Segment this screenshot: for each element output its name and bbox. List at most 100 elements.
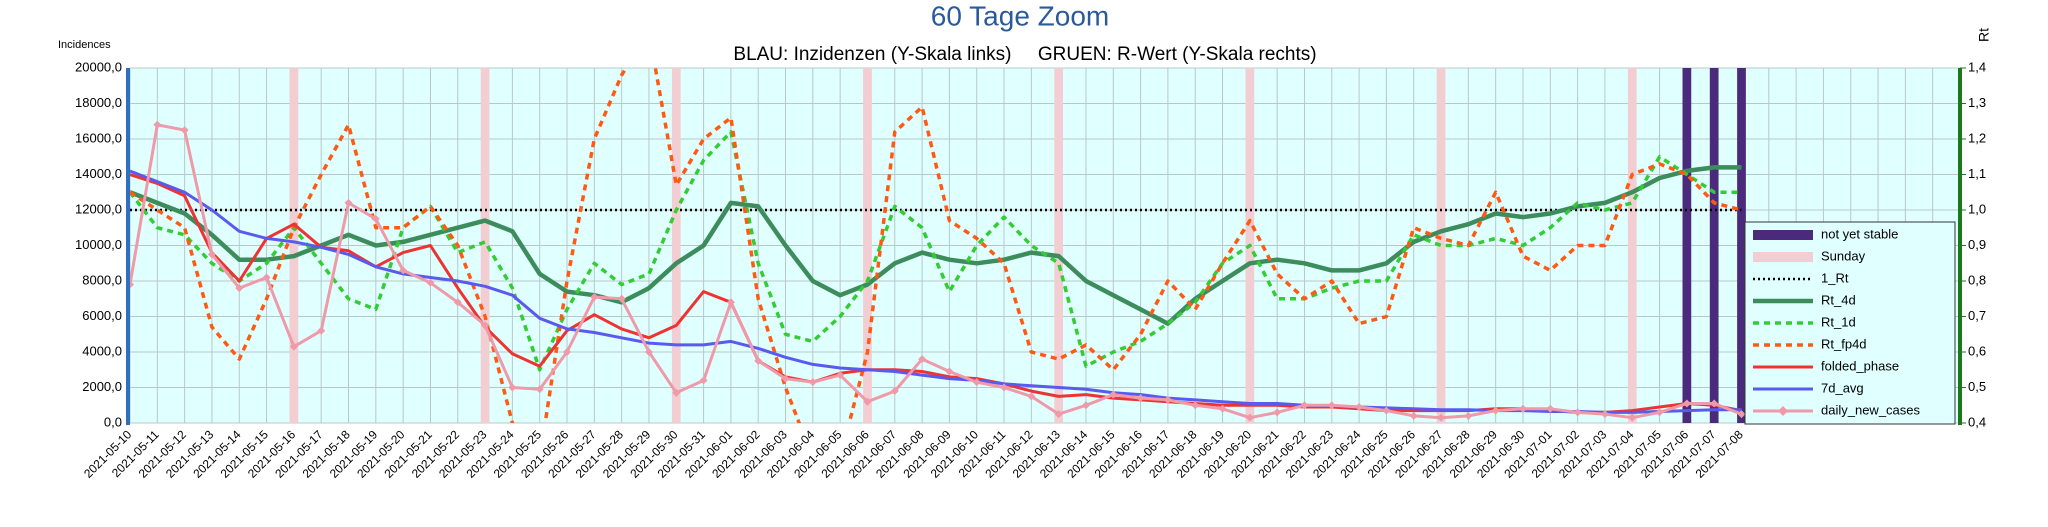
- point-marker: [317, 326, 326, 335]
- series-line: [130, 68, 1742, 423]
- y-tick-label: 10000,0: [75, 237, 122, 252]
- bar: [863, 68, 872, 423]
- point-marker: [1464, 411, 1473, 420]
- series-line: [130, 130, 1742, 372]
- point-marker: [945, 367, 954, 376]
- point-marker: [1710, 399, 1719, 408]
- legend-label: Rt_1d: [1821, 314, 1856, 329]
- legend-swatch: [1753, 252, 1813, 262]
- point-marker: [1737, 410, 1746, 419]
- y2-tick-label: 1,2: [1968, 130, 1986, 145]
- y-tick-label: 8000,0: [82, 272, 122, 287]
- point-marker: [699, 376, 708, 385]
- point-marker: [644, 348, 653, 356]
- point-marker: [426, 278, 435, 287]
- bar: [1054, 68, 1064, 423]
- y2-tick-label: 1,0: [1968, 201, 1986, 216]
- y2-tick-label: 0,6: [1968, 343, 1986, 358]
- chart-title: 60 Tage Zoom: [931, 0, 1110, 31]
- series-layer: [130, 68, 1746, 423]
- point-marker: [1245, 413, 1254, 422]
- point-marker: [1600, 410, 1609, 419]
- point-marker: [863, 397, 872, 406]
- point-marker: [672, 388, 681, 397]
- point-marker: [754, 356, 763, 365]
- point-marker: [918, 355, 927, 364]
- bar: [1627, 68, 1637, 423]
- point-marker: [1136, 394, 1145, 403]
- point-marker: [808, 378, 817, 387]
- y-tick-label: 4000,0: [82, 343, 122, 358]
- point-marker: [1628, 413, 1637, 422]
- point-marker: [1163, 395, 1172, 404]
- y-tick-label: 0,0: [104, 414, 122, 429]
- point-marker: [1109, 390, 1118, 399]
- series-line: [130, 169, 1742, 414]
- point-marker: [617, 294, 626, 303]
- legend-label: 7d_avg: [1821, 380, 1864, 395]
- point-marker: [1546, 404, 1555, 413]
- point-marker: [207, 250, 216, 259]
- y-axis: [126, 68, 130, 425]
- legend-label: Rt_fp4d: [1821, 336, 1867, 351]
- point-marker: [890, 387, 899, 396]
- bar: [289, 68, 299, 423]
- point-marker: [1273, 408, 1282, 417]
- y2-tick-label: 0,7: [1968, 308, 1986, 323]
- point-marker: [130, 280, 134, 289]
- point-marker: [344, 198, 353, 207]
- point-marker: [1081, 401, 1090, 410]
- y2-tick-label: 1,4: [1968, 59, 1986, 74]
- legend-marker: [1778, 406, 1788, 416]
- y-tick-label: 16000,0: [75, 130, 122, 145]
- point-marker: [1437, 413, 1446, 422]
- y2-tick-label: 0,8: [1968, 272, 1986, 287]
- y-tick-label: 2000,0: [82, 379, 122, 394]
- bar: [1682, 68, 1692, 423]
- point-marker: [1218, 404, 1227, 413]
- point-marker: [781, 374, 790, 383]
- point-marker: [235, 284, 244, 293]
- point-marker: [508, 383, 517, 392]
- y-tick-label: 20000,0: [75, 59, 122, 74]
- point-marker: [371, 214, 380, 223]
- point-marker: [1518, 404, 1527, 413]
- point-marker: [1300, 401, 1309, 410]
- legend-swatch: [1753, 230, 1813, 240]
- bar: [671, 68, 681, 423]
- point-marker: [1491, 406, 1500, 415]
- y-tick-label: 6000,0: [82, 308, 122, 323]
- y-axis-label: Incidences: [58, 39, 111, 51]
- point-marker: [289, 342, 298, 351]
- point-marker: [262, 273, 271, 282]
- point-marker: [1327, 401, 1336, 410]
- point-marker: [535, 385, 544, 394]
- bar: [480, 68, 490, 423]
- point-marker: [399, 266, 408, 275]
- y2-tick-label: 1,1: [1968, 166, 1986, 181]
- series-line: [130, 123, 1743, 420]
- legend: not yet stable Sunday 1_Rt Rt_4d Rt_1d Rt_fp4…: [1744, 221, 1956, 425]
- legend-label: 1_Rt: [1821, 270, 1849, 285]
- point-marker: [1409, 411, 1418, 420]
- legend-label: not yet stable: [1821, 226, 1898, 241]
- y-tick-label: 14000,0: [75, 166, 122, 181]
- point-marker: [1682, 399, 1691, 408]
- bar: [1436, 68, 1446, 423]
- point-marker: [453, 298, 462, 307]
- point-marker: [726, 298, 735, 307]
- y2-tick-label: 0,4: [1968, 414, 1986, 429]
- point-marker: [481, 321, 490, 330]
- y2-axis: [1958, 68, 1962, 425]
- point-marker: [836, 371, 845, 380]
- point-marker: [1382, 406, 1391, 415]
- y2-tick-label: 1,3: [1968, 95, 1986, 110]
- y2-tick-label: 0,9: [1968, 237, 1986, 252]
- y2-tick-label: 0,5: [1968, 379, 1986, 394]
- legend-label: Sunday: [1821, 248, 1866, 263]
- bar: [1737, 68, 1746, 423]
- point-marker: [1355, 403, 1364, 412]
- bar: [1709, 68, 1719, 423]
